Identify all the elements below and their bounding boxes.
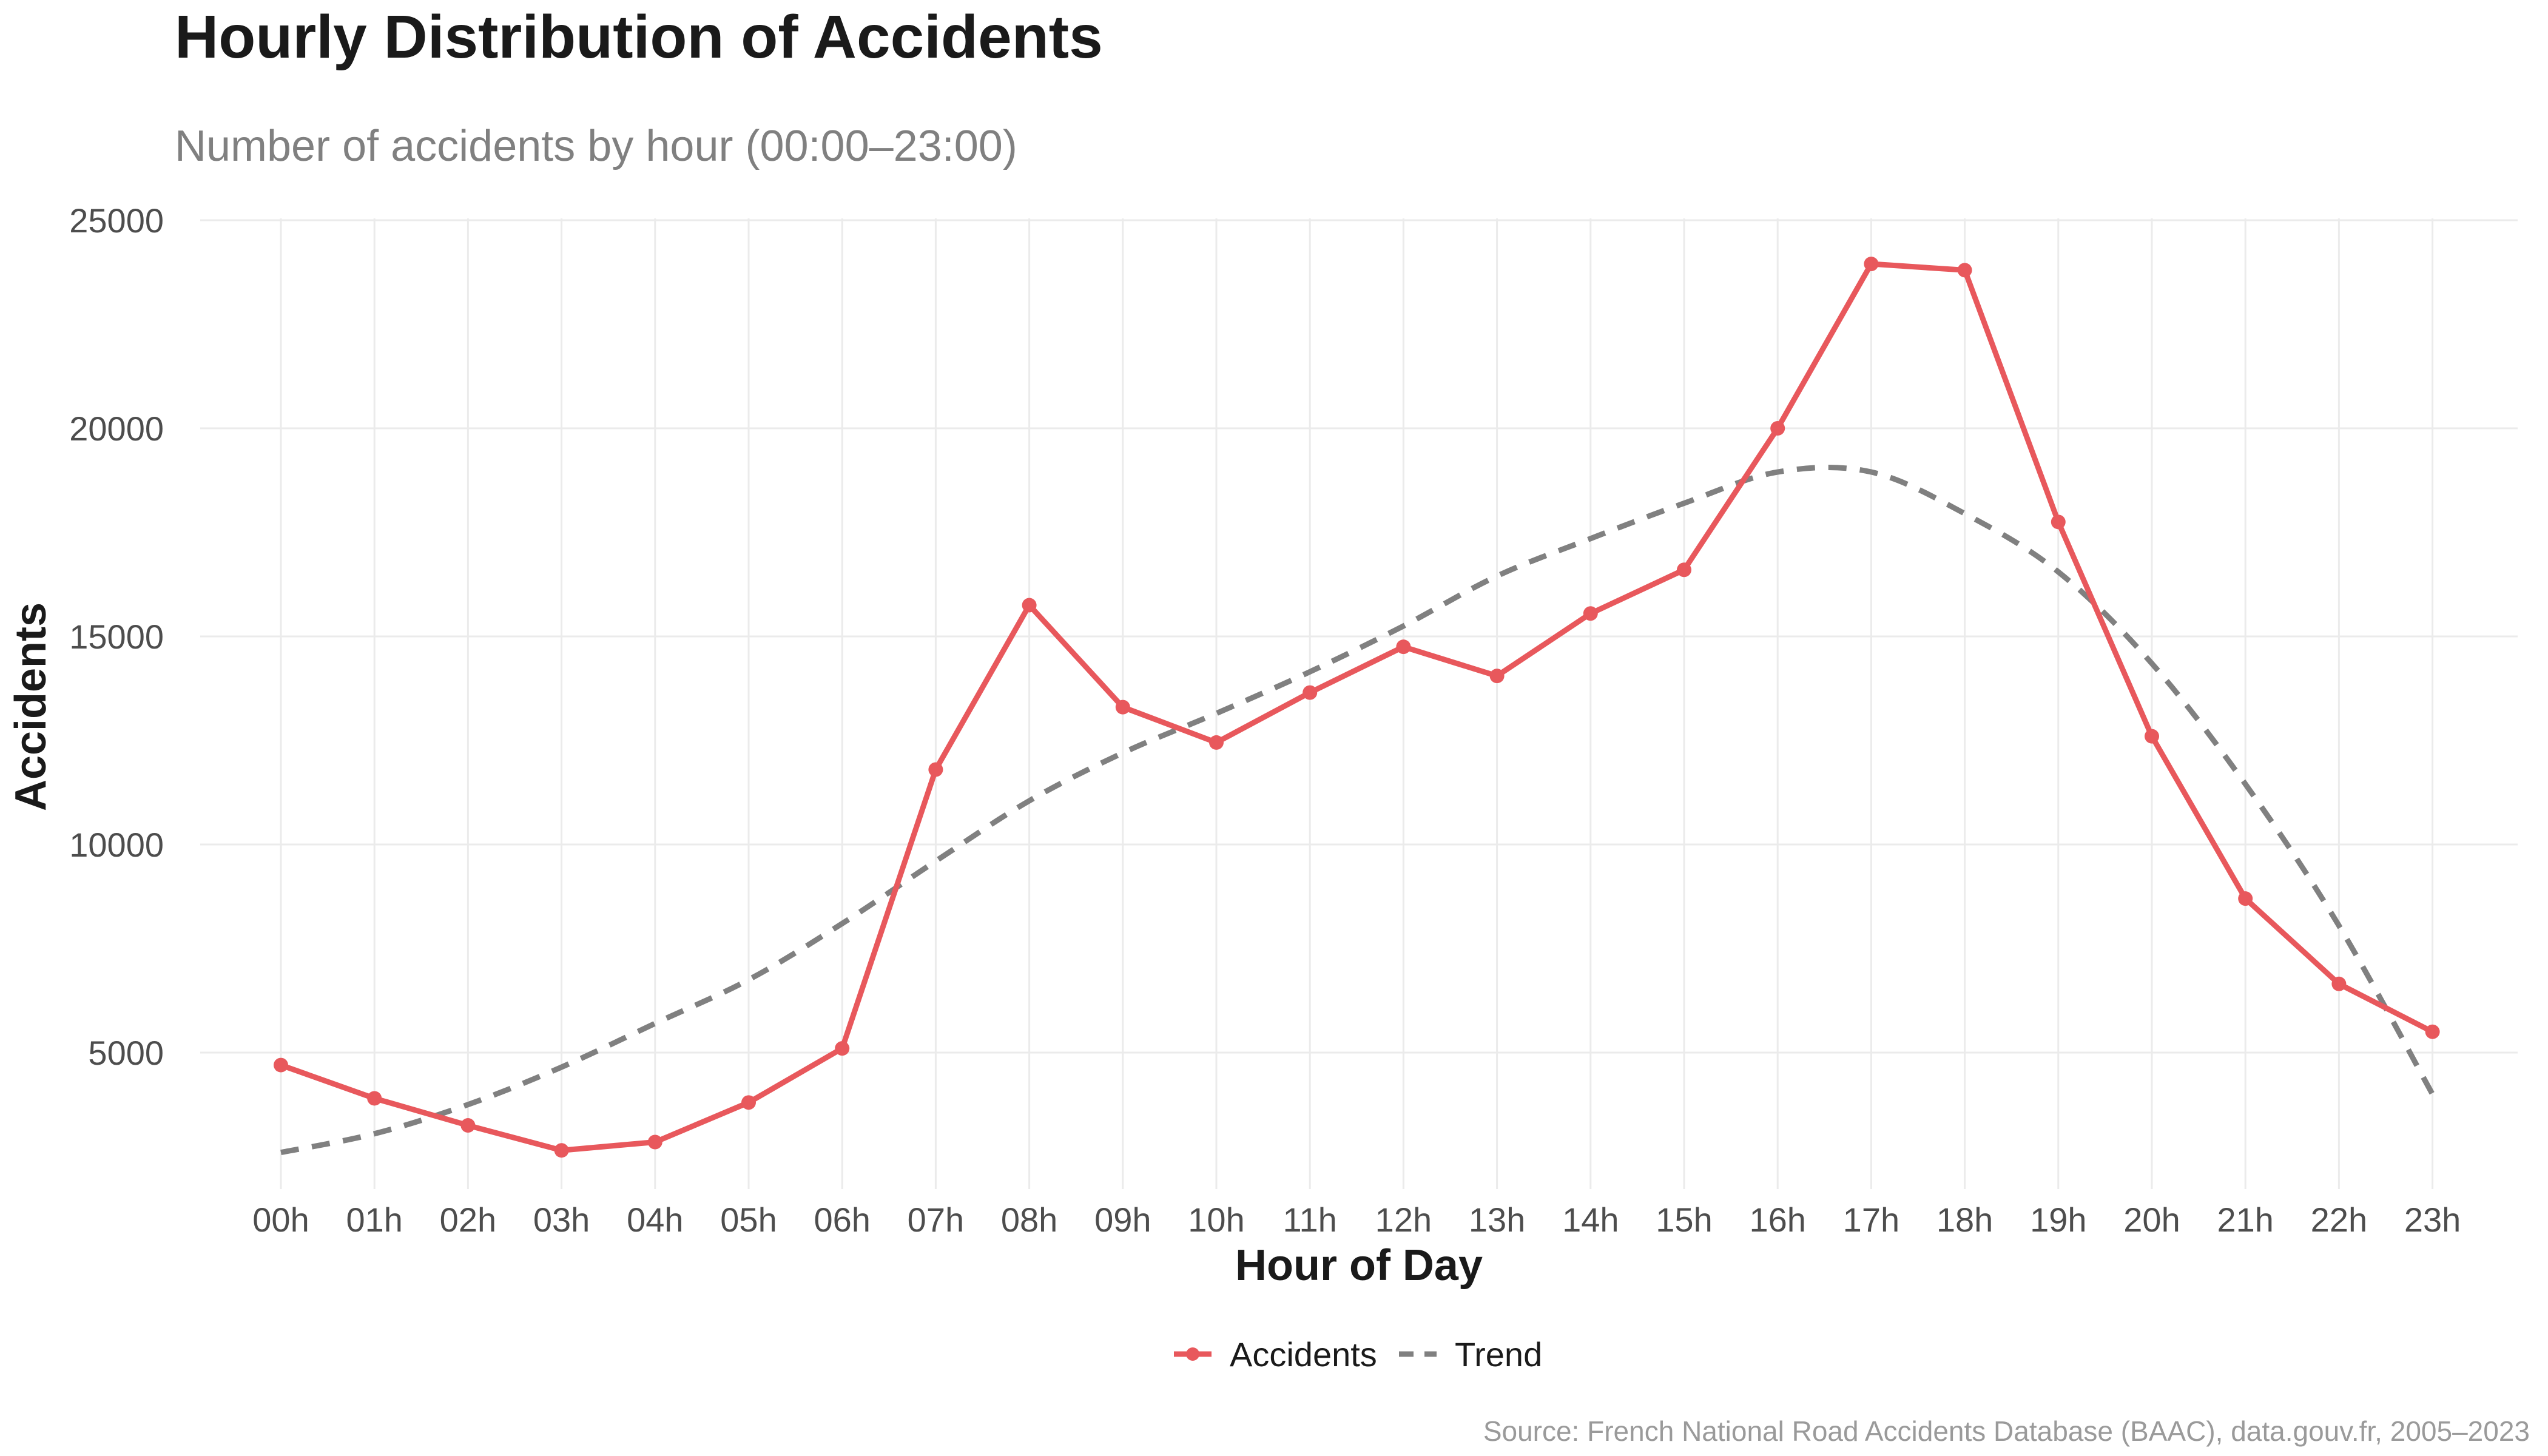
accidents-point-07h — [928, 762, 943, 777]
accidents-point-06h — [835, 1041, 850, 1056]
legend-item-accidents: Accidents — [1174, 1335, 1377, 1373]
accidents-point-11h — [1303, 685, 1318, 700]
x-tick-label: 04h — [627, 1201, 683, 1239]
accidents-point-00h — [274, 1057, 288, 1073]
x-tick-label: 12h — [1375, 1201, 1432, 1239]
accidents-point-23h — [2425, 1024, 2440, 1039]
x-axis-title: Hour of Day — [1235, 1241, 1483, 1290]
x-tick-label: 19h — [2030, 1201, 2086, 1239]
y-tick-label: 10000 — [69, 826, 164, 864]
x-tick-label: 17h — [1843, 1201, 1899, 1239]
legend-point-accidents — [1186, 1347, 1199, 1361]
x-tick-label: 11h — [1283, 1201, 1337, 1239]
accidents-point-19h — [2051, 514, 2066, 530]
legend-label-trend: Trend — [1455, 1335, 1542, 1373]
x-tick-label: 21h — [2217, 1201, 2273, 1239]
accidents-point-02h — [460, 1118, 476, 1133]
y-tick-label: 15000 — [69, 618, 164, 656]
accidents-point-18h — [1957, 263, 1972, 278]
accidents-point-22h — [2331, 976, 2347, 991]
x-tick-label: 16h — [1749, 1201, 1805, 1239]
grid — [200, 218, 2518, 1189]
x-tick-label: 20h — [2123, 1201, 2180, 1239]
trend-line — [280, 464, 2435, 1156]
accidents-point-03h — [554, 1143, 569, 1158]
accidents-line — [278, 261, 2436, 1153]
x-tick-label: 03h — [533, 1201, 590, 1239]
y-tick-label: 25000 — [69, 201, 164, 240]
y-axis-ticks: 5000 10000 15000 20000 25000 — [69, 201, 164, 1072]
accidents-point-15h — [1677, 562, 1691, 578]
accidents-point-05h — [741, 1095, 756, 1110]
x-tick-label: 13h — [1469, 1201, 1525, 1239]
accidents-point-08h — [1022, 598, 1037, 613]
accidents-point-14h — [1583, 606, 1598, 621]
series — [274, 257, 2440, 1158]
x-tick-label: 14h — [1562, 1201, 1619, 1239]
source-caption: Source: French National Road Accidents D… — [1483, 1415, 2530, 1447]
accidents-point-09h — [1115, 699, 1130, 715]
x-tick-label: 05h — [720, 1201, 777, 1239]
x-tick-label: 01h — [346, 1201, 402, 1239]
legend: Accidents Trend — [1174, 1335, 1542, 1373]
y-tick-label: 20000 — [69, 410, 164, 448]
legend-item-trend: Trend — [1399, 1335, 1542, 1373]
accidents-point-21h — [2238, 891, 2253, 906]
x-tick-label: 22h — [2311, 1201, 2367, 1239]
x-tick-label: 07h — [908, 1201, 964, 1239]
x-tick-label: 18h — [1936, 1201, 1993, 1239]
y-tick-label: 5000 — [88, 1034, 164, 1072]
legend-label-accidents: Accidents — [1230, 1335, 1377, 1373]
x-axis-ticks: 00h 01h 02h 03h 04h 05h 06h 07h 08h 09h 10h 11h 12h 1… — [252, 1201, 2461, 1239]
accidents-point-16h — [1770, 421, 1785, 436]
x-tick-label: 02h — [440, 1201, 496, 1239]
accidents-point-04h — [647, 1134, 662, 1150]
accidents-point-20h — [2145, 729, 2159, 744]
accidents-point-12h — [1396, 639, 1411, 655]
accidents-point-01h — [367, 1091, 382, 1106]
accidents-point-10h — [1209, 735, 1224, 750]
chart-title: Hourly Distribution of Accidents — [175, 3, 1103, 71]
x-tick-label: 00h — [252, 1201, 309, 1239]
x-tick-label: 08h — [1001, 1201, 1057, 1239]
accidents-point-17h — [1864, 257, 1879, 272]
x-tick-label: 15h — [1656, 1201, 1712, 1239]
accidents-point-13h — [1489, 669, 1505, 684]
x-tick-label: 23h — [2404, 1201, 2461, 1239]
chart-subtitle: Number of accidents by hour (00:00–23:00… — [175, 122, 1017, 170]
x-tick-label: 06h — [814, 1201, 870, 1239]
x-tick-label: 10h — [1188, 1201, 1244, 1239]
y-axis-title: Accidents — [7, 602, 55, 811]
x-tick-label: 09h — [1094, 1201, 1151, 1239]
